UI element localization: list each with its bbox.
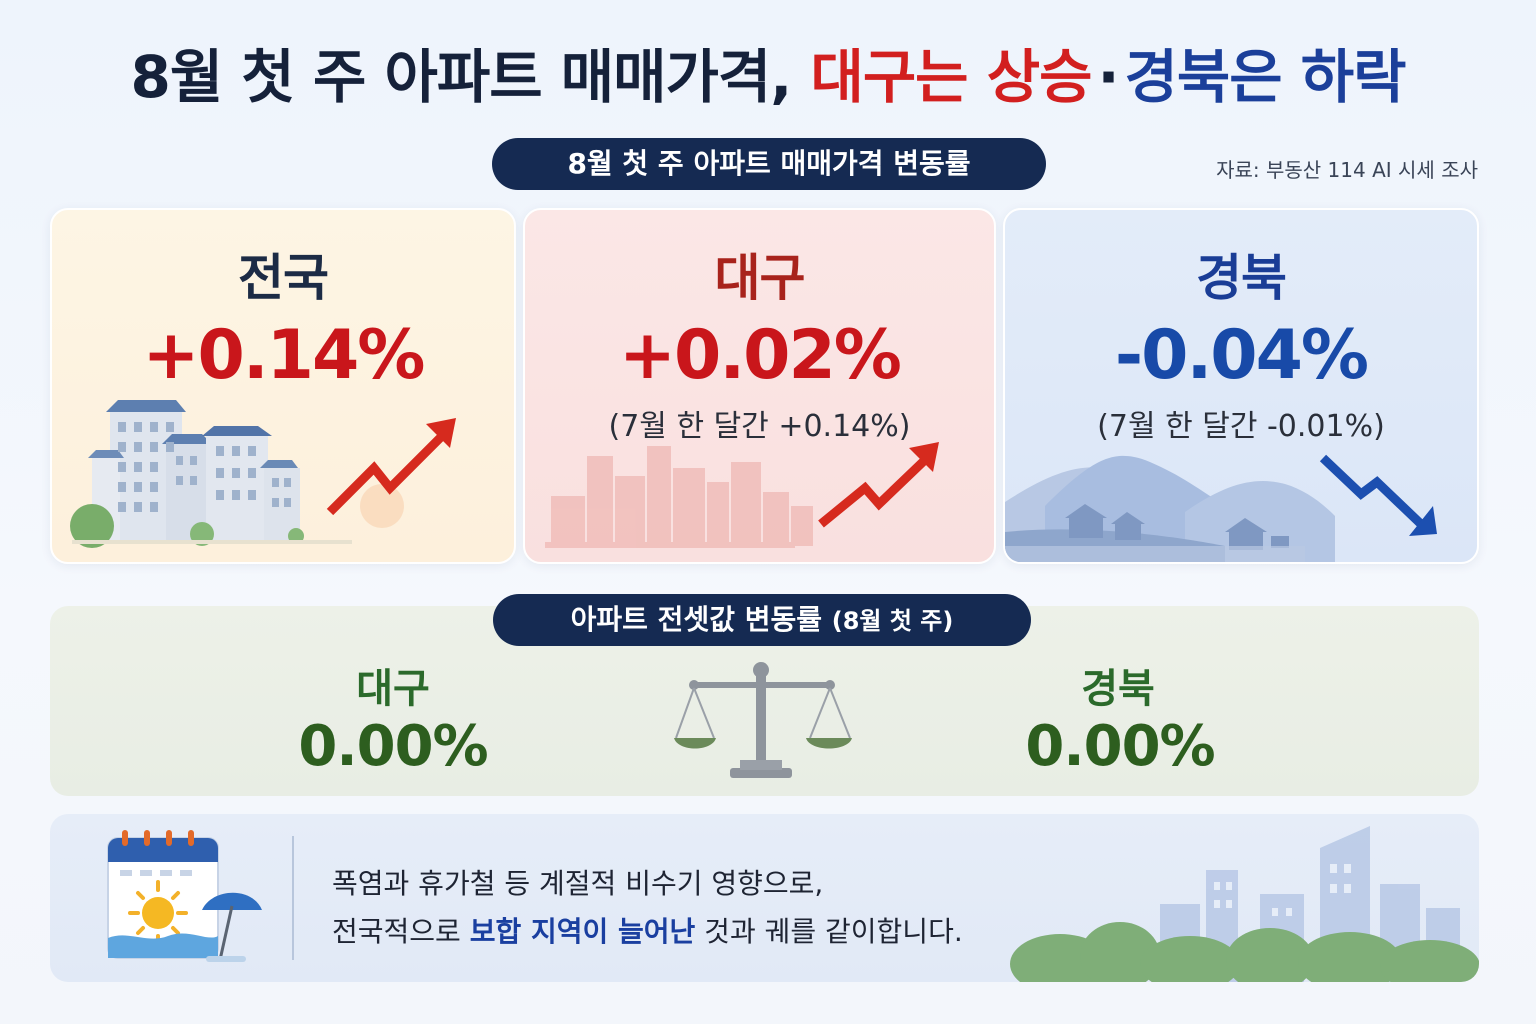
scale-icon — [674, 662, 852, 778]
down-trend-arrow-icon — [1319, 454, 1437, 536]
card-national-region: 전국 — [238, 249, 329, 307]
note-panel: 폭염과 휴가철 등 계절적 비수기 영향으로, 전국적으로 보합 지역이 늘어난… — [50, 814, 1479, 982]
jeonse-gyeongbuk-value: 0.00% — [1025, 714, 1215, 779]
card-daegu-region: 대구 — [714, 249, 806, 307]
city-buildings-illustration — [70, 400, 456, 548]
note-highlight: 보합 지역이 늘어난 — [469, 915, 696, 948]
title-part-gyeongbuk: 경북은 하락 — [1124, 43, 1407, 111]
card-daegu: 대구 +0.02% (7월 한 달간 +0.14%) — [523, 208, 996, 564]
note-line-2: 전국적으로 보합 지역이 늘어난 것과 궤를 같이합니다. — [332, 910, 963, 950]
card-daegu-sub: (7월 한 달간 +0.14%) — [608, 409, 911, 444]
title-separator: · — [1097, 43, 1119, 111]
note-divider — [292, 836, 294, 960]
skyline-icon — [545, 446, 813, 548]
title-part-1: 8월 첫 주 아파트 매매가격, — [130, 43, 792, 111]
houses-icon — [1065, 504, 1289, 550]
jeonse-daegu-region: 대구 — [356, 666, 430, 712]
city-skyline-illustration — [545, 442, 939, 548]
note-line-2-after: 것과 궤를 같이합니다. — [695, 915, 963, 948]
city-trees-illustration — [1010, 826, 1479, 982]
card-gyeongbuk-sub: (7월 한 달간 -0.01%) — [1097, 409, 1385, 444]
jeonse-gyeongbuk-region: 경북 — [1081, 666, 1155, 712]
jeonse-label-suffix: (8월 첫 주) — [831, 607, 954, 635]
card-national: 전국 +0.14% — [50, 208, 516, 564]
page-title: 8월 첫 주 아파트 매매가격, 대구는 상승 · 경북은 하락 — [0, 30, 1536, 114]
card-gyeongbuk-region: 경북 — [1196, 249, 1287, 307]
buildings-icon — [70, 400, 352, 548]
card-gyeongbuk: 경북 -0.04% (7월 한 달간 -0.01%) — [1003, 208, 1479, 564]
note-line-1: 폭염과 휴가철 등 계절적 비수기 영향으로, — [332, 867, 824, 900]
card-daegu-value: +0.02% — [619, 316, 902, 395]
countryside-illustration — [1005, 454, 1437, 562]
jeonse-section-label: 아파트 전셋값 변동률 (8월 첫 주) — [493, 594, 1031, 646]
sale-section-label: 8월 첫 주 아파트 매매가격 변동률 — [492, 138, 1046, 190]
card-national-value: +0.14% — [142, 316, 426, 395]
note-line-2-before: 전국적으로 — [332, 915, 470, 948]
jeonse-daegu-value: 0.00% — [298, 714, 488, 779]
source-note: 자료: 부동산 114 AI 시세 조사 — [1216, 158, 1478, 182]
beach-umbrella-icon — [202, 892, 262, 962]
calendar-sun-icon — [107, 830, 262, 962]
card-gyeongbuk-value: -0.04% — [1114, 316, 1369, 395]
jeonse-label: 아파트 전셋값 변동률 — [570, 603, 822, 636]
up-trend-arrow-icon — [326, 418, 456, 528]
up-trend-arrow-icon — [818, 442, 939, 528]
title-part-daegu: 대구는 상승 — [810, 43, 1092, 111]
